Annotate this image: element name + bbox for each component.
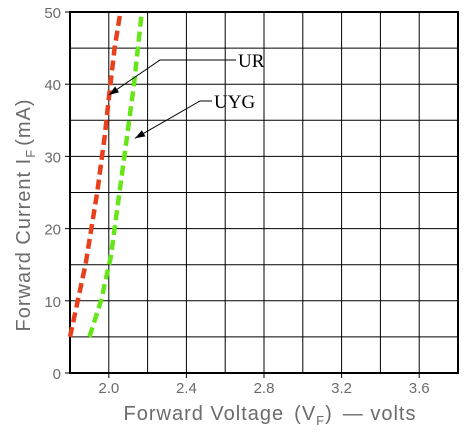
x-tick-label: 3.6 xyxy=(409,380,430,397)
arrowhead-uyg xyxy=(135,130,146,139)
annotation-group: UR UYG xyxy=(108,51,265,139)
y-tick-label: 0 xyxy=(53,366,61,383)
y-axis-label-subscript: F xyxy=(23,149,38,158)
leader-line-ur xyxy=(108,59,236,96)
y-tick-label: 30 xyxy=(44,149,61,166)
y-tick-label: 20 xyxy=(44,222,61,239)
x-tick-label: 2.4 xyxy=(176,380,197,397)
y-axis-label: Forward Current I xyxy=(13,158,35,332)
x-axis-title: Forward Voltage (VF) — volts xyxy=(124,403,417,428)
x-axis-variable-subscript: F xyxy=(316,413,325,428)
x-tick-labels: 2.0 2.4 2.8 3.2 3.6 xyxy=(98,380,429,397)
x-axis-variable: V xyxy=(302,403,316,425)
series-group xyxy=(67,11,145,338)
y-tick-label: 40 xyxy=(44,77,61,94)
x-tick-label: 2.8 xyxy=(254,380,275,397)
plot-frame xyxy=(65,11,459,378)
y-axis-unit: (mA) xyxy=(13,99,35,146)
y-tick-label: 50 xyxy=(44,5,61,22)
series-line-uyg xyxy=(87,11,145,338)
leader-line-uyg xyxy=(134,100,212,139)
x-axis-label: Forward Voltage xyxy=(124,403,285,425)
annotation-label-ur: UR xyxy=(238,51,265,72)
series-line-ur xyxy=(67,11,123,338)
y-axis-title: Forward Current IF (mA) xyxy=(13,99,38,332)
x-axis-unit: — volts xyxy=(343,403,417,425)
x-tick-label: 3.2 xyxy=(331,380,352,397)
x-tick-label: 2.0 xyxy=(98,380,119,397)
annotation-label-uyg: UYG xyxy=(214,92,255,113)
grid xyxy=(70,12,458,373)
y-tick-labels: 0 10 20 30 40 50 xyxy=(44,5,61,383)
arrowhead-ur xyxy=(108,86,119,95)
y-tick-label: 10 xyxy=(44,294,61,311)
